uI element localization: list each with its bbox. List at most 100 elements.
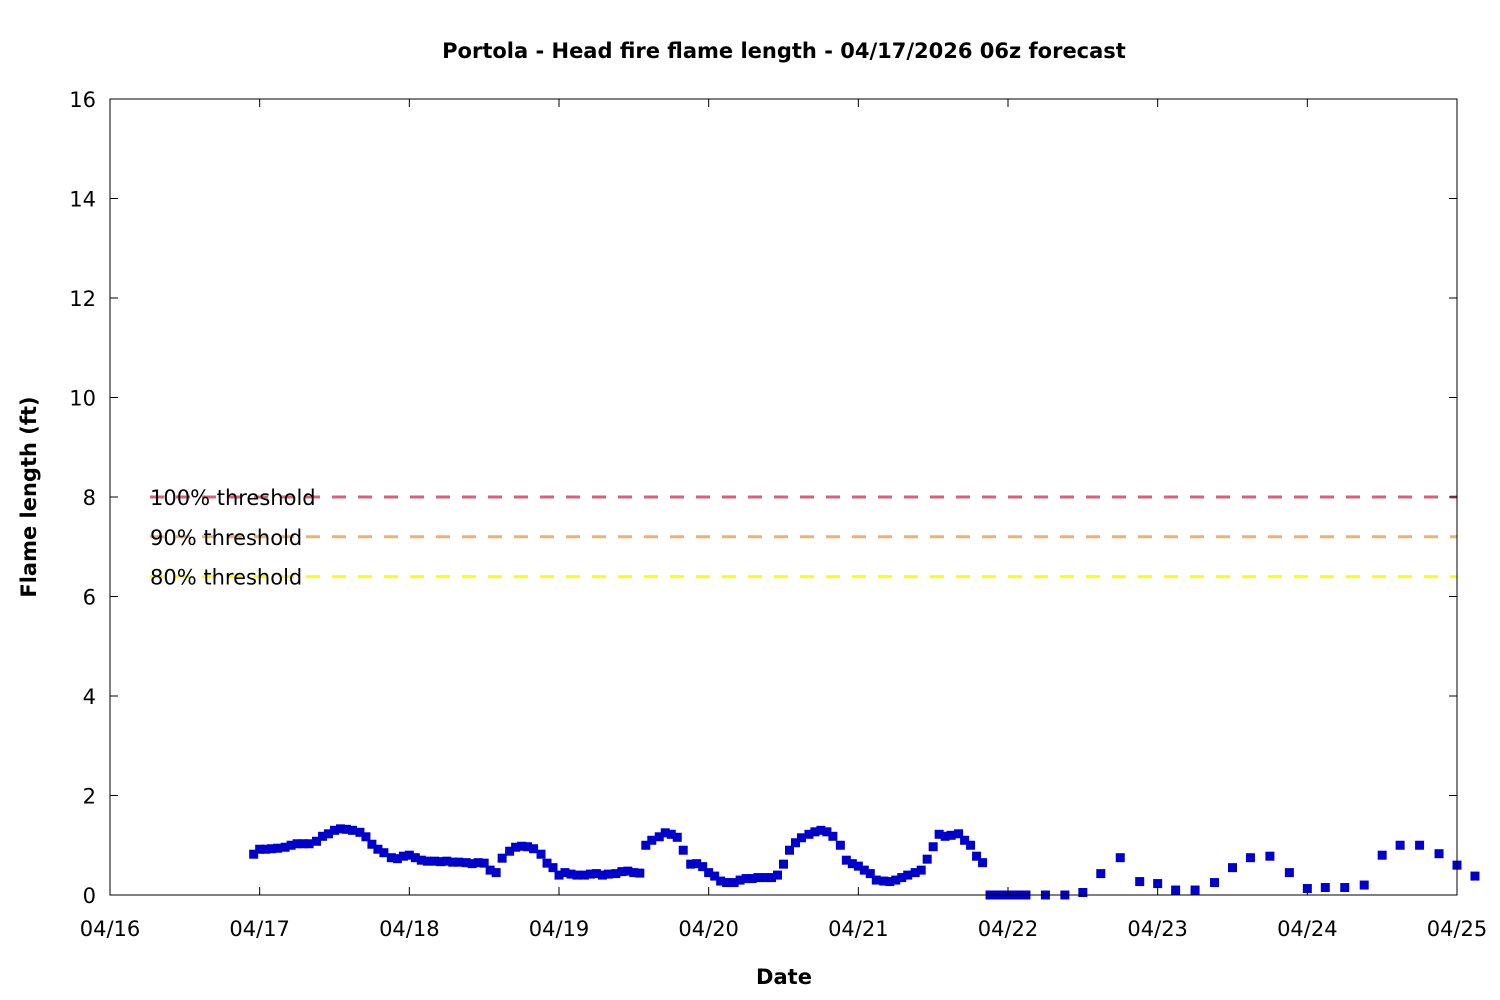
x-axis: 04/16 04/17 04/18 04/19 04/20 04/21 04/22 04/23…	[80, 99, 1487, 941]
data-point	[654, 832, 664, 842]
data-points	[249, 824, 1480, 900]
data-point	[347, 825, 357, 835]
data-point	[536, 849, 546, 859]
data-point	[972, 851, 982, 861]
data-point	[934, 829, 944, 839]
data-point	[660, 828, 670, 838]
data-point	[255, 844, 265, 854]
data-point	[566, 869, 576, 879]
data-point	[511, 842, 521, 852]
data-point	[611, 869, 621, 879]
y-axis: 0 2 4 6 8 10 12 14 16	[69, 88, 1457, 908]
data-point	[810, 827, 820, 837]
data-point	[442, 856, 452, 866]
threshold-label: 90% threshold	[150, 526, 302, 550]
data-point	[542, 858, 552, 868]
data-point	[686, 859, 696, 869]
data-point	[422, 856, 432, 866]
data-point	[367, 839, 377, 849]
chart-title: Portola - Head fire flame length - 04/17…	[442, 39, 1126, 63]
data-point	[448, 857, 458, 867]
data-point	[761, 873, 771, 883]
data-point	[416, 855, 426, 865]
data-point	[1265, 851, 1275, 861]
data-point	[710, 871, 720, 881]
data-point	[560, 868, 570, 878]
data-point	[312, 836, 322, 846]
data-point	[1190, 885, 1200, 895]
data-point	[273, 843, 283, 853]
data-point	[1434, 849, 1444, 859]
data-point	[623, 866, 633, 876]
data-point	[954, 829, 964, 839]
data-point	[946, 830, 956, 840]
data-point	[404, 850, 414, 860]
threshold-label: 80% threshold	[150, 566, 302, 590]
data-point	[910, 868, 920, 878]
data-point	[379, 848, 389, 858]
x-axis-label: Date	[756, 965, 812, 989]
data-point	[1135, 877, 1145, 887]
y-tick-label: 0	[83, 884, 96, 908]
data-point	[436, 857, 446, 867]
data-point	[698, 862, 708, 872]
data-point	[517, 841, 527, 851]
data-point	[529, 844, 539, 854]
data-point	[523, 842, 533, 852]
data-point	[572, 870, 582, 880]
data-point	[330, 825, 339, 835]
data-point	[747, 874, 757, 884]
data-point	[940, 831, 950, 841]
x-tick-label: 04/22	[978, 917, 1039, 941]
data-point	[891, 875, 901, 885]
data-point	[386, 853, 396, 863]
data-point	[647, 835, 657, 845]
data-point	[603, 869, 613, 879]
data-point	[704, 868, 714, 878]
data-point	[473, 858, 483, 868]
y-tick-label: 2	[83, 785, 96, 809]
data-point	[903, 870, 913, 880]
data-point	[678, 845, 688, 855]
y-axis-label: Flame length (ft)	[17, 396, 41, 597]
data-point	[505, 846, 515, 856]
x-tick-label: 04/24	[1277, 917, 1338, 941]
data-point	[865, 869, 875, 879]
data-point	[729, 878, 739, 888]
data-point	[767, 873, 777, 883]
y-tick-label: 16	[69, 88, 96, 112]
data-point	[773, 870, 783, 880]
data-point	[978, 858, 988, 868]
data-point	[1078, 888, 1088, 898]
data-point	[871, 875, 881, 885]
data-point	[1395, 840, 1405, 850]
data-point	[410, 853, 420, 863]
data-point	[841, 855, 851, 865]
data-point	[922, 854, 932, 864]
data-point	[816, 825, 826, 835]
x-tick-label: 04/21	[828, 917, 889, 941]
data-point	[966, 840, 976, 850]
data-point	[467, 859, 477, 869]
data-point	[398, 851, 408, 861]
data-point	[1245, 853, 1255, 863]
data-point	[479, 858, 489, 868]
data-point	[591, 869, 601, 879]
x-tick-label: 04/20	[678, 917, 739, 941]
data-point	[454, 857, 464, 867]
y-tick-label: 4	[83, 685, 96, 709]
data-point	[784, 845, 794, 855]
data-point	[1284, 868, 1294, 878]
data-point	[629, 868, 639, 878]
data-point	[579, 870, 589, 880]
data-point	[692, 859, 702, 869]
data-point	[804, 829, 814, 839]
x-tick-label: 04/18	[379, 917, 440, 941]
data-point	[885, 877, 895, 887]
data-point	[1096, 869, 1106, 879]
data-point	[722, 878, 732, 888]
data-point	[461, 858, 471, 868]
y-tick-label: 6	[83, 586, 96, 610]
y-tick-label: 14	[69, 188, 96, 212]
data-point	[916, 865, 926, 875]
